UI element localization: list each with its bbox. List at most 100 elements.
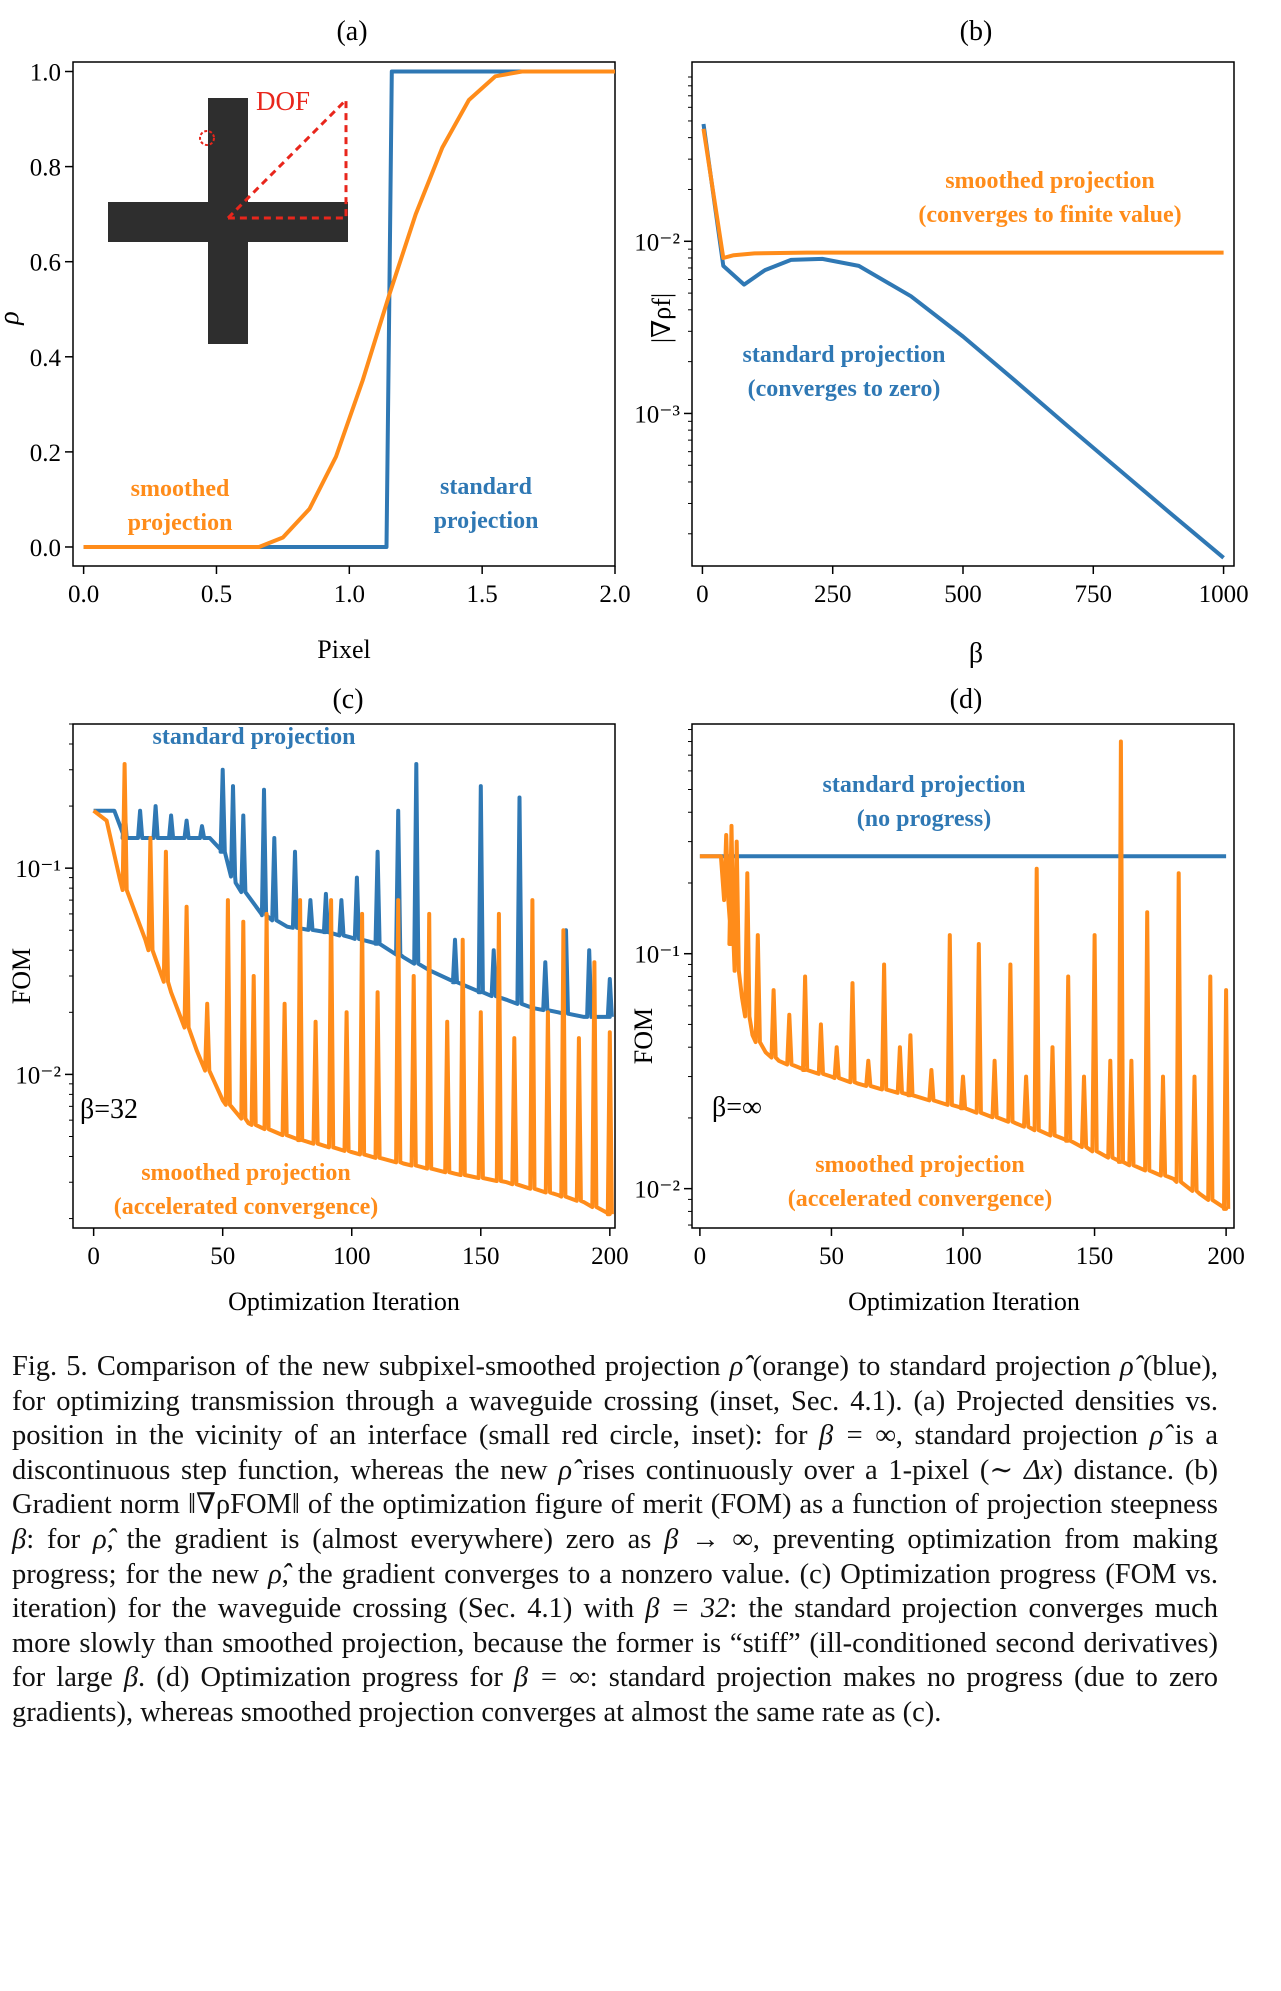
- annot-a-standard-2: projection: [434, 508, 539, 534]
- panel-d-plot: [699, 739, 1231, 1211]
- caption-text: for large: [12, 1662, 124, 1694]
- caption-text: ) distance. (b) Gradient: [12, 1454, 1218, 1521]
- annot-b-smoothed-1: smoothed projection: [945, 168, 1155, 194]
- y-tick-label: 1.0: [30, 60, 61, 87]
- caption-text: (due to zero gradients), whereas smoothe…: [12, 1662, 1218, 1728]
- caption-text: as (c).: [871, 1696, 942, 1728]
- figure: (a) 0.0 0.5 1.0 1.5 2.0 0.0 0.2 0.4 0.6 0.8 1.0 DO…: [0, 16, 1249, 1316]
- annot-c-smoothed-2: (accelerated convergence): [114, 1194, 379, 1220]
- x-tick-label: 0.5: [201, 581, 232, 608]
- series-line-standard: [93, 762, 614, 1019]
- y-tick-label: 10⁻²: [634, 229, 680, 256]
- panel-a-plot: [83, 69, 615, 549]
- x-tick-label: 150: [1076, 1243, 1114, 1270]
- x-tick-label: 50: [819, 1243, 844, 1270]
- y-tick-label: 0.8: [30, 155, 61, 182]
- y-tick-label: 10⁻¹: [15, 856, 61, 883]
- series-line-smoothed: [92, 762, 614, 1217]
- annot-a-smoothed-2: projection: [128, 510, 233, 536]
- caption-text: steepness: [1110, 1489, 1218, 1521]
- caption-math: β → ∞: [664, 1523, 753, 1555]
- panel-a-xlabel: Pixel: [317, 635, 370, 664]
- x-tick-label: 0: [87, 1243, 100, 1270]
- series-line-standard: [83, 69, 615, 549]
- caption-math: ρ̂: [1149, 1420, 1164, 1452]
- y-tick-label: 10⁻¹: [634, 942, 680, 969]
- x-tick-label: 1.0: [334, 581, 365, 608]
- caption-math: ρ̂̂: [558, 1454, 573, 1486]
- panel-b-ticks: 0 250 500 750 1000 10⁻² 10⁻³: [634, 76, 1249, 608]
- series-line-standard: [701, 123, 1225, 560]
- panel-d-ylabel: FOM: [629, 1008, 658, 1064]
- caption-text: . (d) Optimization progress for: [138, 1662, 514, 1694]
- panel-a-ticks: 0.0 0.5 1.0 1.5 2.0 0.0 0.2 0.4 0.6 0.8 1.0: [30, 60, 631, 608]
- x-tick-label: 200: [1207, 1243, 1245, 1270]
- caption-text: optimization from making progress; for t…: [12, 1523, 1218, 1590]
- caption-math: β = ∞: [513, 1662, 590, 1694]
- caption-text: (blue), for optimizing transmission thro…: [12, 1351, 1219, 1417]
- caption-text: , the gradient converges to a nonzero: [281, 1558, 713, 1590]
- caption-text: value. (c) Optimization progress (FOM vs…: [12, 1558, 1218, 1625]
- annot-d-standard-1: standard projection: [823, 772, 1026, 798]
- caption-text: : for: [26, 1523, 93, 1555]
- panel-b-ylabel: |∇ρf|: [647, 293, 676, 343]
- y-tick-label: 10⁻²: [15, 1062, 61, 1089]
- caption-text: , preventing: [752, 1523, 895, 1555]
- panel-c-label: (c): [332, 684, 363, 715]
- panel-b-axes: [691, 61, 1235, 567]
- x-tick-label: 500: [944, 581, 982, 608]
- panel-d: (d) 0 50 100 150 200 10⁻¹ 10⁻² standard projec…: [629, 684, 1245, 1316]
- caption-text: (orange) to standard: [743, 1351, 987, 1382]
- annot-a-smoothed-1: smoothed: [131, 476, 230, 502]
- inset-dof-label: DOF: [256, 86, 310, 116]
- caption-text: is a discontinuous step function,: [12, 1420, 1218, 1486]
- caption-math: ρ̂̂: [729, 1351, 744, 1382]
- x-tick-label: 2.0: [599, 581, 630, 608]
- caption-text: smoothed projection, because the former …: [222, 1627, 1218, 1659]
- caption-text: red circle, inset): for: [561, 1420, 819, 1452]
- caption-text: : standard projection makes no progress: [589, 1662, 1063, 1694]
- caption-text: Sec. 4.1). (a) Projected densities vs. p…: [12, 1385, 1219, 1452]
- x-tick-label: 0: [694, 1243, 707, 1270]
- annot-a-standard-1: standard: [440, 474, 533, 500]
- x-tick-label: 150: [462, 1243, 500, 1270]
- caption-text: , standard projection: [895, 1420, 1150, 1452]
- caption-text: , the gradient is (almost everywhere) ze…: [106, 1523, 665, 1555]
- panel-b-xlabel: β: [969, 638, 983, 669]
- panel-b-plot: [701, 123, 1225, 560]
- inset-waveguide-crossing: DOF: [108, 86, 348, 344]
- panel-b-label: (b): [960, 16, 993, 47]
- y-tick-label: 0.0: [30, 535, 61, 562]
- panel-c-ticks: 0 50 100 150 200 10⁻¹ 10⁻²: [15, 723, 629, 1270]
- x-tick-label: 250: [814, 581, 852, 608]
- panel-c-plot: [92, 762, 614, 1217]
- panel-d-ticks: 0 50 100 150 200 10⁻¹ 10⁻²: [634, 729, 1245, 1270]
- panel-a-axes: [72, 61, 616, 567]
- annot-d-smoothed-1: smoothed projection: [815, 1152, 1025, 1178]
- figure-caption: Fig. 5. Comparison of the new subpixel-s…: [12, 1350, 1218, 1731]
- caption-text: Fig. 5. Comparison of the new subpixel-s…: [12, 1351, 730, 1382]
- y-tick-label: 10⁻³: [634, 401, 680, 428]
- panel-d-label: (d): [950, 684, 983, 715]
- panel-c: (c) 0 50 100 150 200 10⁻¹ 10⁻² standard projec…: [7, 684, 629, 1316]
- caption-text: projection: [995, 1351, 1120, 1382]
- caption-math: ρ̂: [1119, 1351, 1134, 1382]
- inset-horizontal-waveguide: [108, 202, 348, 242]
- y-tick-label: 0.4: [30, 345, 62, 372]
- x-tick-label: 100: [333, 1243, 371, 1270]
- x-tick-label: 0.0: [68, 581, 99, 608]
- caption-text: norm: [119, 1489, 188, 1521]
- panel-c-ylabel: FOM: [7, 948, 36, 1004]
- x-tick-label: 50: [210, 1243, 235, 1270]
- caption-text: (Sec. 4.1) with: [458, 1593, 646, 1625]
- panel-b: (b) 0 250 500 750 1000 10⁻² 10⁻³ smoothed proj…: [634, 16, 1248, 669]
- panel-a: (a) 0.0 0.5 1.0 1.5 2.0 0.0 0.2 0.4 0.6 0.8 1.0 DO…: [0, 16, 631, 664]
- annot-b-standard-2: (converges to zero): [748, 376, 941, 402]
- annot-c-beta: β=32: [80, 1094, 138, 1125]
- caption-text: of the optimization figure of merit (FOM…: [299, 1489, 1103, 1521]
- y-tick-label: 0.6: [30, 250, 61, 277]
- x-tick-label: 750: [1075, 581, 1113, 608]
- series-line-smoothed: [701, 128, 1224, 260]
- panel-a-label: (a): [336, 16, 367, 47]
- x-tick-label: 100: [944, 1243, 982, 1270]
